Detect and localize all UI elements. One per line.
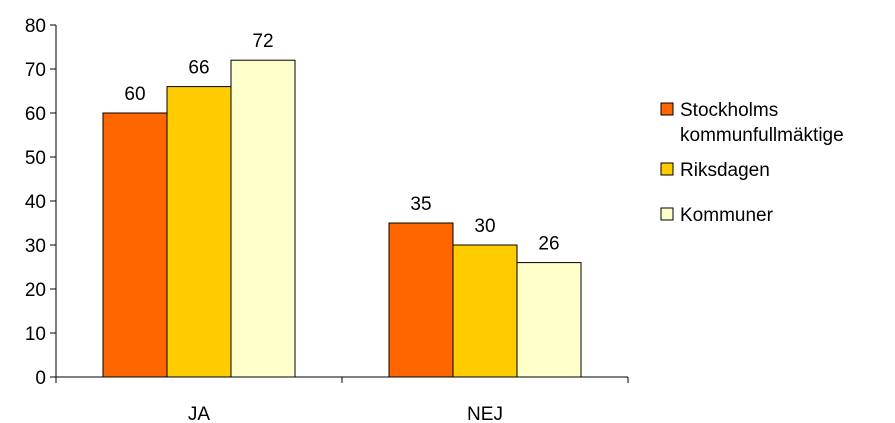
data-labels: 60 66 72 35 30 26 (124, 31, 559, 254)
bar (388, 222, 454, 378)
bar (166, 86, 232, 378)
y-tick-label: 0 (35, 368, 46, 389)
bar-value-label: 66 (188, 58, 209, 79)
legend-label: Riksdagen (680, 160, 770, 181)
legend-swatch (660, 162, 674, 176)
bar (452, 244, 518, 378)
legend-item: Kommuner (660, 205, 774, 226)
x-category-label: JA (188, 404, 211, 423)
legend-item: Stockholms kommunfullmäktige (660, 100, 844, 146)
y-tick-label: 20 (25, 280, 46, 301)
legend: Stockholms kommunfullmäktige Riksdagen Komm… (660, 100, 844, 226)
bar (516, 262, 582, 378)
bar-value-label: 35 (410, 194, 431, 215)
legend-swatch (660, 102, 674, 116)
y-tick-label: 30 (25, 236, 46, 257)
bars (102, 59, 582, 378)
y-tick-label: 50 (25, 148, 46, 169)
legend-item: Riksdagen (660, 160, 770, 181)
bar-value-label: 30 (474, 216, 495, 237)
bar (230, 59, 296, 378)
x-category-label: NEJ (467, 404, 503, 423)
bar-value-label: 26 (538, 234, 559, 255)
axes: 0 10 20 30 40 50 60 70 80 JA NEJ (25, 16, 629, 423)
bar-value-label: 60 (124, 84, 145, 105)
y-tick-label: 10 (25, 324, 46, 345)
y-tick-label: 40 (25, 192, 46, 213)
legend-label: Kommuner (680, 205, 774, 226)
y-tick-label: 60 (25, 104, 46, 125)
legend-swatch (660, 207, 674, 221)
y-tick-label: 70 (25, 60, 46, 81)
legend-label: Stockholms (680, 100, 778, 121)
bar-value-label: 72 (252, 31, 273, 52)
bar (102, 112, 168, 378)
legend-label: kommunfullmäktige (680, 125, 844, 146)
y-tick-label: 80 (25, 16, 46, 37)
